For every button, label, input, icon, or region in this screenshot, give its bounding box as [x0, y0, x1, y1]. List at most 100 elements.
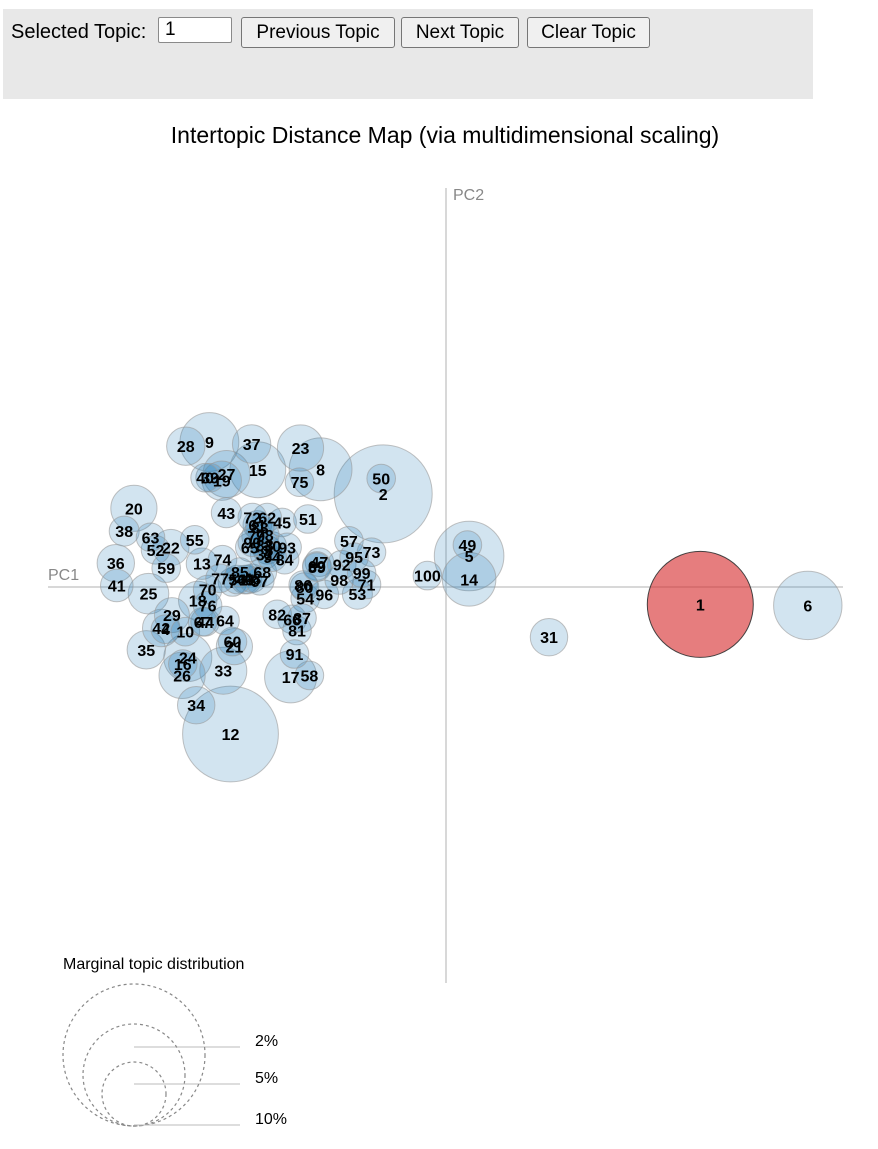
topic-bubble-99[interactable]: [346, 558, 377, 588]
topic-bubble-7[interactable]: [217, 567, 248, 597]
topic-bubble-20[interactable]: [110, 484, 158, 532]
topic-label-52[interactable]: 52: [147, 543, 165, 560]
topic-label-21[interactable]: 21: [226, 640, 244, 657]
topic-bubble-38[interactable]: [108, 515, 140, 547]
topic-label-83[interactable]: 83: [251, 520, 269, 537]
topic-bubble-22[interactable]: [152, 528, 190, 567]
topic-bubble-37[interactable]: [231, 424, 272, 464]
topic-bubble-83[interactable]: [244, 512, 275, 543]
topic-label-35[interactable]: 35: [137, 643, 155, 660]
topic-bubble-29[interactable]: [153, 597, 190, 634]
topic-label-4[interactable]: 4: [161, 622, 170, 639]
topic-label-54[interactable]: 54: [296, 591, 314, 608]
topic-label-9[interactable]: 9: [205, 435, 214, 452]
topic-label-76[interactable]: 76: [199, 599, 217, 616]
topic-label-1[interactable]: 1: [696, 597, 705, 614]
topic-label-74[interactable]: 74: [214, 553, 232, 570]
topic-label-86[interactable]: 86: [294, 578, 312, 595]
topic-bubble-10[interactable]: [170, 616, 201, 647]
topic-label-94[interactable]: 94: [263, 550, 281, 567]
topic-label-38[interactable]: 38: [115, 524, 133, 541]
topic-bubble-40[interactable]: [190, 462, 220, 493]
topic-label-24[interactable]: 24: [179, 651, 197, 668]
topic-label-34[interactable]: 34: [187, 698, 205, 715]
topic-label-25[interactable]: 25: [140, 587, 158, 604]
topic-bubble-85[interactable]: [225, 557, 255, 587]
topic-bubble-46[interactable]: [230, 564, 260, 595]
topic-label-23[interactable]: 23: [292, 441, 310, 458]
topic-label-59[interactable]: 59: [157, 561, 175, 578]
topic-label-99[interactable]: 99: [353, 566, 371, 583]
topic-bubble-33[interactable]: [199, 646, 248, 695]
topic-bubble-91[interactable]: [279, 639, 310, 669]
topic-label-96[interactable]: 96: [315, 587, 333, 604]
topic-label-45[interactable]: 45: [273, 515, 291, 532]
topic-label-26[interactable]: 26: [173, 668, 191, 685]
topic-label-51[interactable]: 51: [299, 512, 317, 529]
topic-bubble-12[interactable]: [182, 685, 279, 783]
topic-label-44[interactable]: 44: [196, 615, 214, 632]
topic-label-75[interactable]: 75: [291, 475, 309, 492]
topic-label-68[interactable]: 68: [253, 565, 271, 582]
topic-bubble-82[interactable]: [262, 599, 293, 630]
topic-label-33[interactable]: 33: [214, 664, 232, 681]
topic-bubble-41[interactable]: [100, 568, 134, 603]
topic-label-85[interactable]: 85: [231, 565, 249, 582]
topic-bubble-81[interactable]: [282, 615, 312, 646]
topic-label-91[interactable]: 91: [286, 647, 304, 664]
topic-label-81[interactable]: 81: [288, 624, 306, 641]
topic-bubble-100[interactable]: [412, 560, 443, 591]
topic-bubble-97[interactable]: [244, 566, 275, 596]
topic-label-14[interactable]: 14: [460, 572, 478, 589]
topic-label-98[interactable]: 98: [330, 573, 348, 590]
topic-label-39[interactable]: 39: [201, 471, 219, 488]
topic-label-64[interactable]: 64: [216, 614, 234, 631]
topic-bubble-94[interactable]: [257, 542, 288, 573]
topic-label-47[interactable]: 47: [311, 555, 329, 572]
topic-label-46[interactable]: 46: [236, 573, 254, 590]
topic-label-31[interactable]: 31: [540, 630, 558, 647]
topic-label-18[interactable]: 18: [189, 593, 207, 610]
topic-bubble-52[interactable]: [140, 535, 171, 565]
topic-label-70[interactable]: 70: [199, 583, 217, 600]
topic-label-49[interactable]: 49: [459, 538, 477, 555]
topic-label-55[interactable]: 55: [186, 533, 204, 550]
topic-bubble-6[interactable]: [773, 570, 843, 641]
topic-bubble-80[interactable]: [289, 572, 320, 602]
topic-bubble-70[interactable]: [192, 574, 223, 605]
topic-bubble-1[interactable]: [646, 550, 754, 658]
topic-label-88[interactable]: 88: [256, 538, 274, 555]
topic-label-72[interactable]: 72: [243, 511, 261, 528]
topic-label-27[interactable]: 27: [218, 467, 236, 484]
topic-label-82[interactable]: 82: [268, 607, 286, 624]
topic-label-50[interactable]: 50: [372, 472, 390, 489]
topic-bubble-67[interactable]: [187, 607, 218, 637]
topic-label-77[interactable]: 77: [211, 571, 229, 588]
topic-label-11[interactable]: 11: [239, 573, 256, 590]
topic-label-3[interactable]: 3: [263, 543, 272, 560]
topic-label-20[interactable]: 20: [125, 501, 143, 518]
topic-label-28[interactable]: 28: [177, 439, 195, 456]
topic-label-13[interactable]: 13: [193, 557, 211, 574]
topic-label-40[interactable]: 40: [196, 471, 214, 488]
topic-bubble-58[interactable]: [294, 660, 325, 691]
topic-label-79[interactable]: 79: [247, 529, 265, 546]
topic-label-32[interactable]: 32: [256, 548, 274, 565]
topic-label-63[interactable]: 63: [142, 530, 160, 547]
topic-label-16[interactable]: 16: [174, 657, 192, 674]
topic-bubble-17[interactable]: [264, 650, 318, 704]
topic-bubble-93[interactable]: [272, 532, 302, 563]
clear-topic-button[interactable]: Clear Topic: [527, 17, 650, 48]
topic-label-29[interactable]: 29: [163, 608, 181, 625]
topic-bubble-49[interactable]: [452, 530, 483, 560]
topic-label-12[interactable]: 12: [222, 727, 240, 744]
topic-label-56[interactable]: 56: [229, 573, 247, 590]
topic-label-65[interactable]: 65: [241, 540, 259, 557]
topic-label-5[interactable]: 5: [465, 549, 474, 566]
topic-bubble-28[interactable]: [166, 426, 206, 466]
topic-label-100[interactable]: 100: [414, 569, 441, 586]
next-topic-button[interactable]: Next Topic: [401, 17, 519, 48]
topic-label-67[interactable]: 67: [194, 615, 212, 632]
topic-bubble-5[interactable]: [433, 520, 505, 592]
topic-label-73[interactable]: 73: [363, 545, 381, 562]
